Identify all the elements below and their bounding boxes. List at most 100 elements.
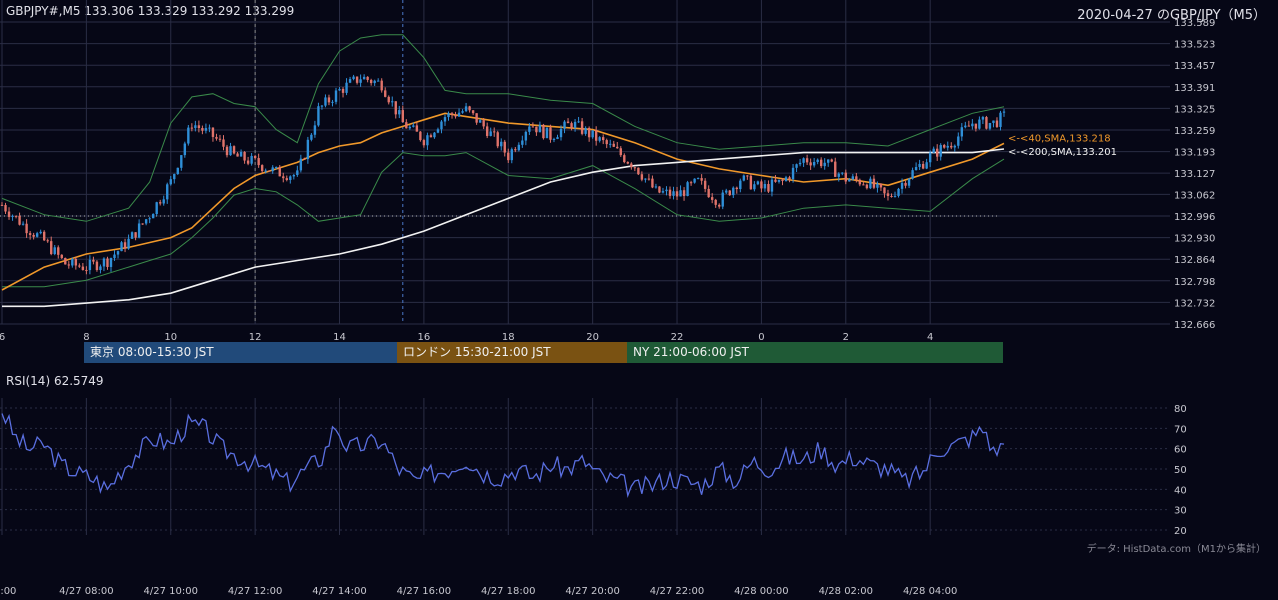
candle-body <box>798 162 802 165</box>
x-tick-label: 0 <box>758 332 764 343</box>
candle-body <box>865 184 869 189</box>
session-tokyo: 東京 08:00-15:30 JST <box>84 342 397 363</box>
candle-body <box>665 189 668 192</box>
rsi-y-tick-label: 30 <box>1174 506 1187 517</box>
candle-body <box>313 125 317 135</box>
bollinger-upper-line <box>1 34 1005 222</box>
candle-body <box>633 167 637 169</box>
candle-body <box>696 178 700 180</box>
candle-body <box>391 101 394 103</box>
candle-body <box>310 134 313 140</box>
candle-body <box>549 127 552 140</box>
candle-body <box>953 145 956 148</box>
candle-body <box>784 177 788 181</box>
x-tick-label-bottom: 4/27 20:00 <box>565 586 619 597</box>
candle-body <box>749 175 753 190</box>
candle-body <box>348 79 352 83</box>
candle-body <box>841 172 844 174</box>
candle-body <box>166 184 169 200</box>
candle-body <box>285 178 288 180</box>
candle-body <box>907 178 911 186</box>
bollinger-lower-line <box>2 152 1005 288</box>
candle-body <box>760 181 763 189</box>
candle-body <box>844 172 847 182</box>
candle-body <box>967 125 971 127</box>
sma-line <box>1 112 1005 291</box>
candle-body <box>359 79 362 83</box>
candle-body <box>106 258 109 267</box>
candle-body <box>461 111 464 113</box>
candle-body <box>672 191 675 196</box>
candle-body <box>464 106 468 112</box>
candle-body <box>299 158 303 171</box>
candle-body <box>742 175 746 181</box>
candle-body <box>338 88 341 91</box>
y-tick-label: 132.798 <box>1174 277 1215 288</box>
candle-body <box>92 259 95 262</box>
candle-body <box>405 122 408 129</box>
x-tick-label: 10 <box>164 332 177 343</box>
candle-body <box>651 178 654 188</box>
candle-body <box>654 186 658 188</box>
candle-body <box>682 190 686 197</box>
candle-body <box>471 110 475 114</box>
candle-body <box>707 188 710 198</box>
candle-body <box>535 126 538 133</box>
candle-body <box>222 139 225 147</box>
candle-body <box>95 261 99 271</box>
candle-body <box>791 167 795 180</box>
candle-body <box>602 137 605 141</box>
candle-body <box>169 179 172 185</box>
candle-body <box>331 101 334 103</box>
candle-body <box>928 152 932 163</box>
candle-body <box>981 117 985 120</box>
candle-body <box>42 231 46 241</box>
chart-title: 2020-04-27 のGBP/JPY（M5） <box>1077 8 1266 23</box>
sma-label: <-<40,SMA,133.218 <box>1008 133 1111 144</box>
candle-body <box>957 136 960 146</box>
candle-body <box>362 76 366 80</box>
rsi-y-tick-label: 50 <box>1174 465 1187 476</box>
candle-body <box>577 121 580 123</box>
candle-body <box>246 160 250 164</box>
candle-body <box>376 80 380 82</box>
candle-body <box>475 113 478 123</box>
candle-body <box>640 174 644 180</box>
candle-body <box>566 121 570 124</box>
candle-body <box>580 121 584 134</box>
candle-body <box>661 191 665 193</box>
candle-body <box>904 182 907 186</box>
candle-body <box>457 112 461 117</box>
symbol-ohlc-label: GBPJPY#,M5 133.306 133.329 133.292 133.2… <box>6 4 295 18</box>
candle-body <box>637 167 640 175</box>
candle-body <box>144 219 148 224</box>
x-tick-label-bottom: 4/27 12:00 <box>228 586 282 597</box>
candle-body <box>714 199 717 205</box>
candle-body <box>700 178 703 181</box>
candle-body <box>675 191 679 197</box>
y-tick-label: 132.930 <box>1174 234 1215 245</box>
candle-body <box>914 167 918 171</box>
candle-body <box>763 184 767 189</box>
candle-body <box>514 149 517 151</box>
candle-body <box>275 166 278 168</box>
candle-body <box>756 181 760 185</box>
candle-body <box>503 141 506 153</box>
candle-body <box>819 159 823 167</box>
candle-body <box>647 178 651 180</box>
candle-body <box>257 158 260 166</box>
candle-body <box>109 258 113 267</box>
candle-body <box>137 223 141 238</box>
candle-body <box>127 238 130 249</box>
candle-body <box>46 240 49 242</box>
candle-body <box>14 215 18 217</box>
candle-body <box>236 153 239 157</box>
rsi-y-tick-label: 80 <box>1174 404 1187 415</box>
candle-body <box>703 180 707 189</box>
candle-body <box>732 187 735 196</box>
session-london: ロンドン 15:30-21:00 JST <box>397 342 627 363</box>
sma-label: <-<200,SMA,133.201 <box>1008 147 1117 158</box>
candle-body <box>770 179 774 192</box>
candle-body <box>296 170 299 176</box>
